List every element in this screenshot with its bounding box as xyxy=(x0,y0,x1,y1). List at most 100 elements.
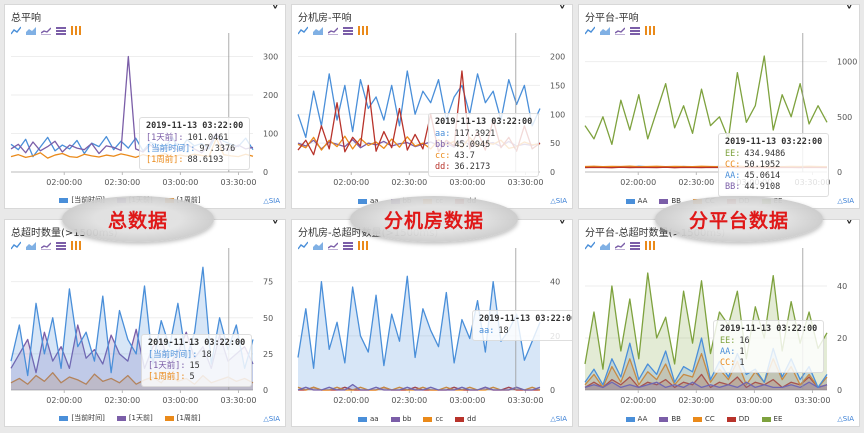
table-icon[interactable] xyxy=(358,26,368,35)
area-chart-icon[interactable] xyxy=(26,26,36,35)
bar-icon[interactable] xyxy=(630,241,640,250)
line-chart-icon[interactable] xyxy=(585,241,595,250)
x-tick-label: 03:30:00 xyxy=(508,396,544,405)
chart-toolbar xyxy=(585,241,655,250)
tooltip-value: 50.1952 xyxy=(744,160,781,170)
legend-label: [1周前] xyxy=(176,414,201,422)
legend-swatch xyxy=(659,198,669,204)
panel-platform-timeout-count: 分平台-总超时数量(>1500ms) ˅ 0 20 40 02:00:00 02:30:00… xyxy=(578,219,860,427)
bar-icon[interactable] xyxy=(630,26,640,35)
stack-chart-icon[interactable] xyxy=(615,26,625,35)
chevron-down-icon[interactable]: ˅ xyxy=(558,219,567,236)
tooltip-value: 36.2173 xyxy=(454,162,491,172)
legend-item[interactable]: EE xyxy=(761,415,782,423)
stack-chart-icon[interactable] xyxy=(615,241,625,250)
table-icon[interactable] xyxy=(645,241,655,250)
tooltip-row: CC: 50.1952 xyxy=(725,160,822,171)
legend-item[interactable]: dd xyxy=(455,415,476,423)
series-area-aa xyxy=(585,338,827,390)
chevron-down-icon[interactable]: ˅ xyxy=(845,4,854,21)
tooltip-label: [1周前]: xyxy=(148,372,186,382)
data-tooltip: 2019-11-13 03:22:00 aa: 117.3921 bb: 45.0945… xyxy=(428,113,540,177)
legend-item[interactable]: [当前时间] xyxy=(59,413,105,423)
legend-item[interactable]: DD xyxy=(726,415,750,423)
tooltip-row: BB: 44.9108 xyxy=(725,182,822,193)
tooltip-time: 2019-11-13 03:22:00 xyxy=(146,121,244,131)
table-icon[interactable] xyxy=(71,241,81,250)
table-icon[interactable] xyxy=(645,26,655,35)
legend-swatch xyxy=(761,416,771,422)
tooltip-label: dd: xyxy=(435,162,451,172)
chart-plot[interactable]: 0 50 100 150 200 02:00:00 02:30:00 03:00:00 03:3… xyxy=(292,5,572,208)
chevron-down-icon[interactable]: ˅ xyxy=(271,219,280,236)
legend-swatch xyxy=(692,416,702,422)
bar-icon[interactable] xyxy=(56,241,66,250)
y-tick-label: 40 xyxy=(550,278,560,287)
legend-item[interactable]: AA xyxy=(625,197,647,205)
panel-total-timeout-count: 总超时数量(>1500ms) ˅ 0 25 50 75 02:00:00 02:30:00 03… xyxy=(4,219,286,427)
x-tick-label: 02:00:00 xyxy=(333,396,369,405)
tooltip-label: [当前时间]: xyxy=(146,144,196,154)
legend-label: DD xyxy=(738,415,750,423)
tooltip-label: CC: xyxy=(720,358,736,368)
y-tick-label: 75 xyxy=(263,278,273,287)
stack-chart-icon[interactable] xyxy=(41,26,51,35)
sia-brand-logo: △SIA xyxy=(837,197,854,205)
legend-item[interactable]: AA xyxy=(625,415,647,423)
chevron-down-icon[interactable]: ˅ xyxy=(558,4,567,21)
legend-item[interactable]: BB xyxy=(659,415,681,423)
tooltip-label: BB: xyxy=(725,182,741,192)
chevron-down-icon[interactable]: ˅ xyxy=(845,219,854,236)
area-chart-icon[interactable] xyxy=(313,26,323,35)
panel-title: 分机房-平响 xyxy=(298,13,352,24)
series-area-cc xyxy=(585,353,827,390)
legend-item[interactable]: aa xyxy=(357,415,379,423)
chart-toolbar xyxy=(11,241,81,250)
table-icon[interactable] xyxy=(71,26,81,35)
legend-item[interactable]: [1周前] xyxy=(164,413,201,423)
x-tick-label: 03:00:00 xyxy=(449,396,485,405)
legend-item[interactable]: cc xyxy=(423,415,443,423)
tooltip-value: 101.0461 xyxy=(187,133,229,143)
legend-swatch xyxy=(357,416,367,422)
legend-item[interactable]: [1天前] xyxy=(116,413,153,423)
area-chart-icon[interactable] xyxy=(600,26,610,35)
legend-item[interactable]: bb xyxy=(390,415,412,423)
legend-item[interactable]: aa xyxy=(357,197,379,205)
area-chart-icon[interactable] xyxy=(26,241,36,250)
legend-label: bb xyxy=(402,415,412,423)
tooltip-row: cc: 43.7 xyxy=(435,151,532,162)
area-chart-icon[interactable] xyxy=(313,241,323,250)
x-tick-label: 02:30:00 xyxy=(104,178,140,187)
chart-toolbar xyxy=(298,241,368,250)
tooltip-value: 117.3921 xyxy=(454,129,496,139)
bar-icon[interactable] xyxy=(343,26,353,35)
series-line-ee xyxy=(584,55,828,146)
legend-item[interactable]: BB xyxy=(659,197,681,205)
tooltip-row: [1天前]: 15 xyxy=(148,361,245,372)
area-chart-icon[interactable] xyxy=(600,241,610,250)
chevron-down-icon[interactable]: ˅ xyxy=(271,4,280,21)
stack-chart-icon[interactable] xyxy=(328,26,338,35)
line-chart-icon[interactable] xyxy=(298,26,308,35)
stack-chart-icon[interactable] xyxy=(41,241,51,250)
table-icon[interactable] xyxy=(358,241,368,250)
chart-plot[interactable]: 0 100 200 300 02:00:00 02:30:00 03:00:00 03:30:… xyxy=(5,5,285,208)
y-tick-label: 300 xyxy=(263,53,278,62)
y-tick-label: 500 xyxy=(837,113,852,122)
legend-item[interactable]: [当前时间] xyxy=(59,195,105,205)
line-chart-icon[interactable] xyxy=(11,241,21,250)
line-chart-icon[interactable] xyxy=(585,26,595,35)
stack-chart-icon[interactable] xyxy=(328,241,338,250)
y-tick-label: 0 xyxy=(550,386,555,395)
bar-icon[interactable] xyxy=(343,241,353,250)
line-chart-icon[interactable] xyxy=(11,26,21,35)
legend-item[interactable]: CC xyxy=(692,415,715,423)
chart-legend: AA BB CC DD EE xyxy=(579,415,829,423)
bar-icon[interactable] xyxy=(56,26,66,35)
tooltip-row: [当前时间]: 97.3376 xyxy=(146,144,243,155)
line-chart-icon[interactable] xyxy=(298,241,308,250)
chart-plot[interactable]: 0 25 50 75 02:00:00 02:30:00 03:00:00 03:30:00 xyxy=(5,220,285,426)
y-tick-label: 200 xyxy=(263,91,278,100)
